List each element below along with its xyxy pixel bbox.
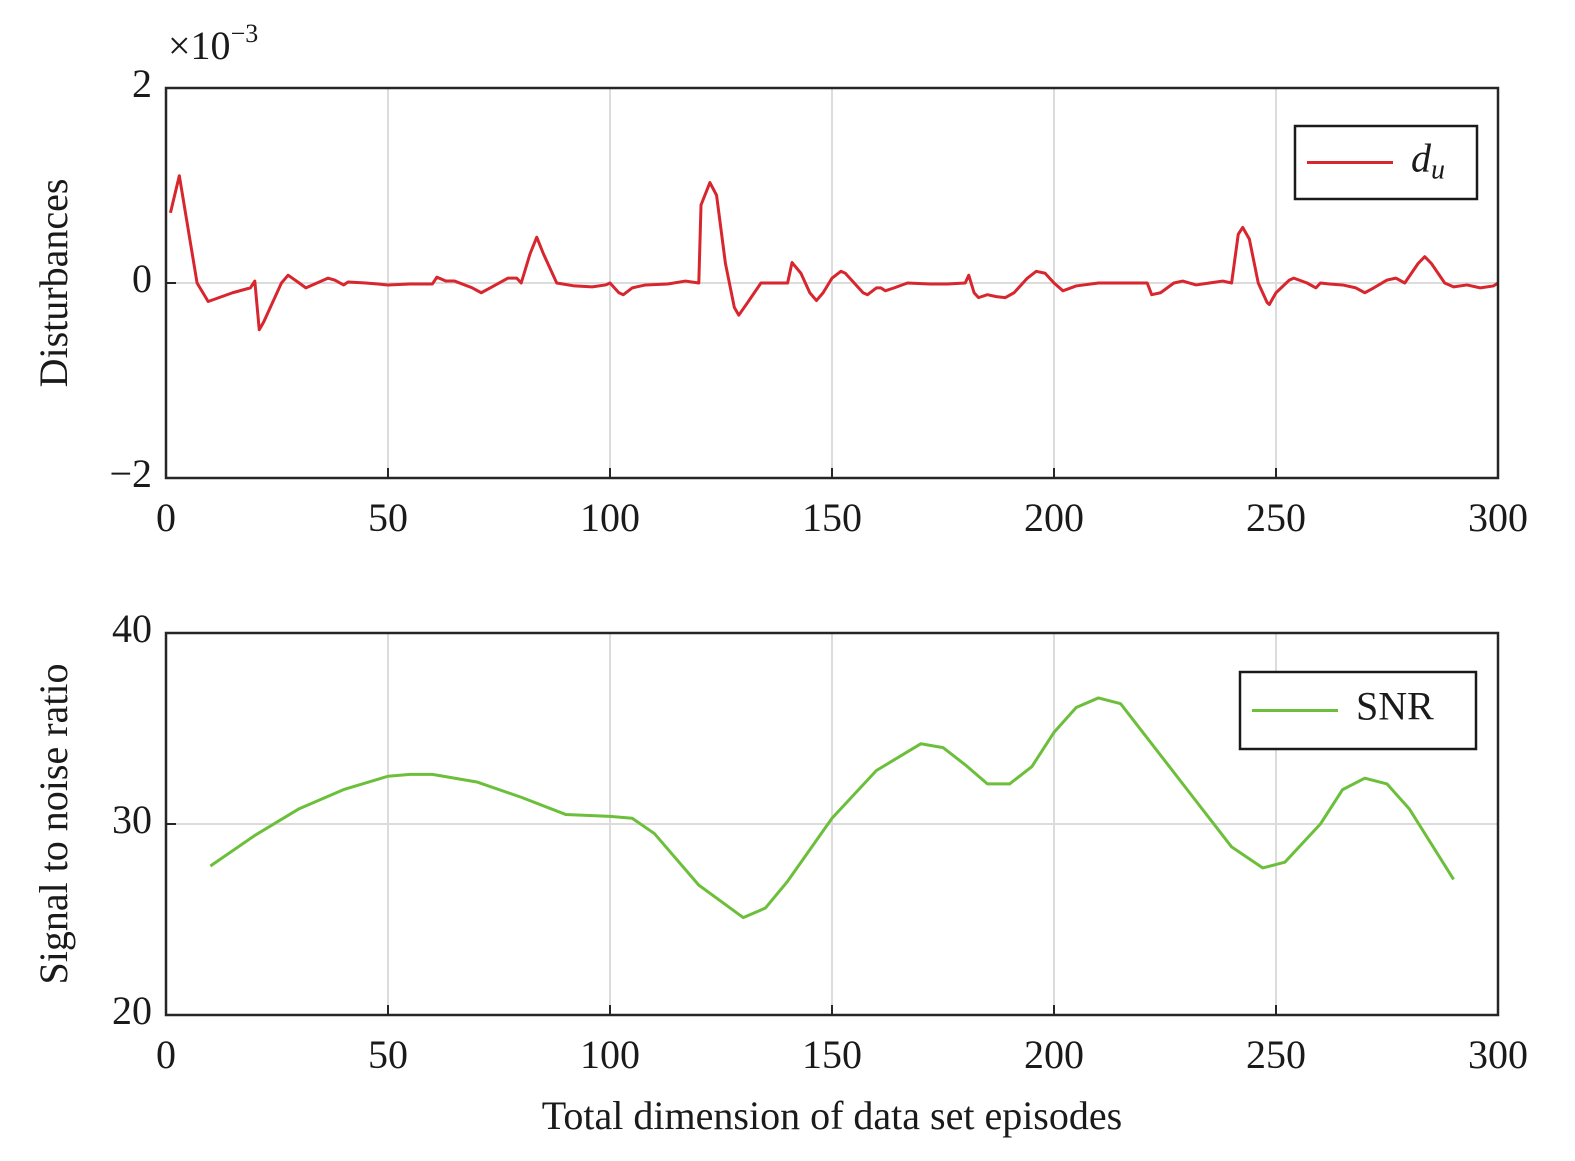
multiplier-exponent: −3	[231, 19, 259, 48]
y-tick-label: 40	[112, 606, 152, 651]
legend-name: d	[1411, 136, 1432, 181]
x-tick-label: 150	[802, 1032, 862, 1077]
y-tick-label: −2	[109, 451, 152, 496]
x-tick-label: 0	[156, 495, 176, 540]
y-tick-label: 20	[112, 988, 152, 1033]
x-tick-label: 300	[1468, 1032, 1528, 1077]
x-tick-label: 200	[1024, 1032, 1084, 1077]
series-line	[168, 174, 1499, 332]
x-tick-label: 300	[1468, 495, 1528, 540]
x-tick-label: 50	[368, 1032, 408, 1077]
legend-name: SNR	[1356, 684, 1434, 729]
y-axis-label: Disturbances	[31, 179, 76, 388]
y-tick-label: 2	[132, 61, 152, 106]
x-tick-label: 250	[1246, 1032, 1306, 1077]
x-tick-label: 100	[580, 1032, 640, 1077]
legend-subscript: u	[1431, 155, 1445, 186]
y-axis-label: Signal to noise ratio	[31, 663, 76, 984]
x-tick-label: 200	[1024, 495, 1084, 540]
x-tick-label: 250	[1246, 495, 1306, 540]
x-axis-label: Total dimension of data set episodes	[542, 1093, 1122, 1138]
x-tick-label: 150	[802, 495, 862, 540]
x-tick-label: 100	[580, 495, 640, 540]
series-line	[209, 696, 1455, 920]
y-tick-label: 30	[112, 797, 152, 842]
multiplier-base: ×10	[168, 23, 231, 68]
axes-box	[164, 631, 1500, 1017]
legend-label: SNR	[1356, 684, 1434, 729]
axes-box	[164, 86, 1500, 480]
x-tick-label: 0	[156, 1032, 176, 1077]
y-tick-label: 0	[132, 256, 152, 301]
x-tick-label: 50	[368, 495, 408, 540]
legend-label: du	[1411, 136, 1445, 186]
y-multiplier: ×10−3	[168, 19, 258, 68]
